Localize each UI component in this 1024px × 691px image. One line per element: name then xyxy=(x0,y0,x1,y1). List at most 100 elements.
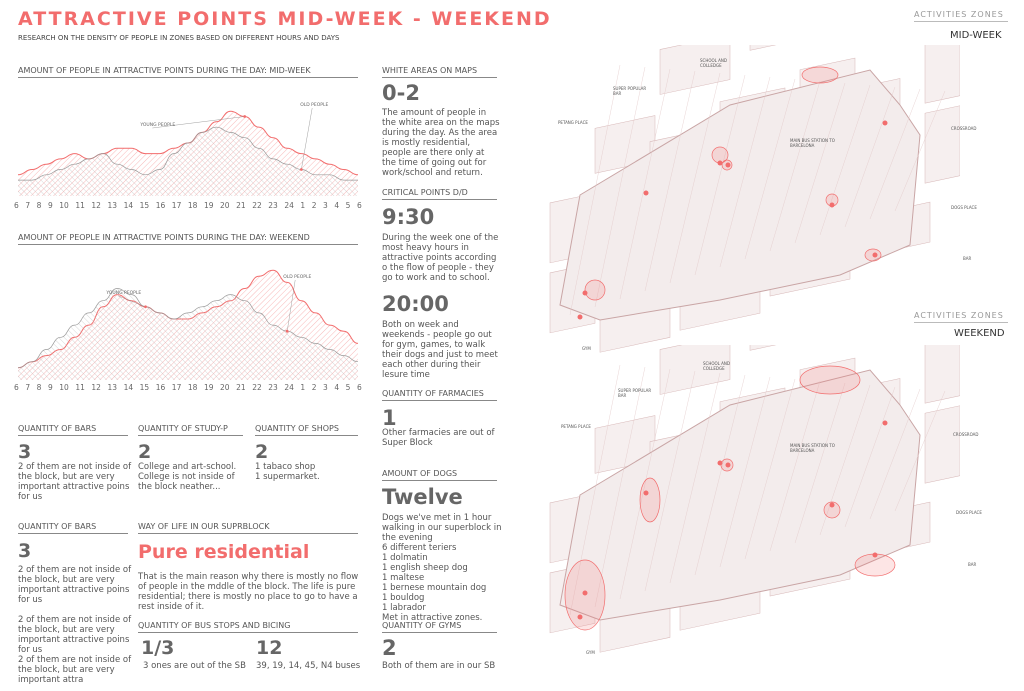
poi-marker xyxy=(582,290,588,296)
white-value: 0-2 xyxy=(382,81,420,105)
x-tick-label: 10 xyxy=(59,383,69,392)
x-tick-label: 5 xyxy=(345,383,351,392)
x-tick-label: 24 xyxy=(284,201,294,210)
poi-marker xyxy=(643,190,649,196)
x-tick-label: 19 xyxy=(203,201,214,210)
critical-heading: CRITICAL POINTS D/D xyxy=(382,188,497,200)
bus-value2: 12 xyxy=(256,637,283,659)
critical-text1: During the week one of the most heavy ho… xyxy=(382,233,499,283)
map-street xyxy=(644,70,696,292)
poi-marker xyxy=(577,614,583,620)
x-tick-label: 11 xyxy=(75,383,85,392)
map-street xyxy=(669,372,721,584)
activity-zone xyxy=(801,66,839,84)
activity-zone xyxy=(799,365,861,395)
map1-label-school: SCHOOL AND COLLEDGE xyxy=(703,361,730,371)
x-tick-label: 2 xyxy=(311,201,317,210)
series-annotation-1: OLD PEOPLE xyxy=(283,274,311,280)
map1-label-dogs: DOGS PLACE xyxy=(956,510,982,515)
chart-midweek-title: AMOUNT OF PEOPLE IN ATTRACTIVE POINTS DU… xyxy=(18,66,358,78)
x-tick-label: 10 xyxy=(59,201,69,210)
x-tick-label: 17 xyxy=(171,201,182,210)
study-value: 2 xyxy=(138,441,152,463)
critical-text2: Both on week and weekends - people go ou… xyxy=(382,320,498,380)
map-street xyxy=(619,68,671,300)
map-street xyxy=(619,368,671,600)
map-street xyxy=(769,380,821,552)
map-street xyxy=(744,78,796,260)
x-tick-label: 20 xyxy=(220,383,230,392)
map-block xyxy=(924,405,960,484)
map0-label-bus: MAIN BUS STATION TO BARCELONA xyxy=(790,138,835,148)
poi-marker xyxy=(872,552,878,558)
map1-label-crossroad: CROSSROAD xyxy=(953,432,979,437)
superblock-outline xyxy=(559,69,921,321)
chart-midweek-x-axis: 6 7 8 9 10 11 12 13 14 15 16 17 18 19 20 21 22 23 24 1 2 3 4 5 6 xyxy=(14,201,362,210)
weekend-label: WEEKEND xyxy=(954,328,1005,339)
series-point-1 xyxy=(285,329,289,333)
x-tick-label: 3 xyxy=(323,201,328,210)
farmacies-value: 1 xyxy=(382,406,397,430)
x-tick-label: 15 xyxy=(139,383,150,392)
poi-marker xyxy=(717,160,723,166)
x-tick-label: 2 xyxy=(311,383,317,392)
poi-marker xyxy=(882,120,888,126)
map0-label-bar: BAR xyxy=(963,256,972,261)
map-street xyxy=(794,82,846,244)
farmacies-heading: QUANTITY OF FARMACIES xyxy=(382,389,497,401)
map-street xyxy=(819,384,871,536)
map-street xyxy=(844,86,896,228)
series-annotation-0: YOUNG PEOPLE xyxy=(139,122,175,128)
poi-marker xyxy=(725,162,731,168)
map-street xyxy=(869,88,921,220)
x-tick-label: 18 xyxy=(187,201,198,210)
x-tick-label: 23 xyxy=(268,201,278,210)
page-subtitle: RESEARCH ON THE DENSITY OF PEOPLE IN ZON… xyxy=(18,34,340,42)
x-tick-label: 7 xyxy=(25,201,31,210)
x-tick-label: 11 xyxy=(75,201,85,210)
series-area-1 xyxy=(18,127,358,196)
map-block xyxy=(924,105,960,184)
chart-weekend-x-axis: 6 7 8 9 10 11 12 13 14 15 16 17 18 19 20 21 22 23 24 1 2 3 4 5 6 xyxy=(14,383,362,392)
map1-label-super: SUPER POPULAR BAR xyxy=(618,388,652,398)
map-block xyxy=(659,45,731,95)
x-tick-label: 4 xyxy=(334,201,340,210)
map-street xyxy=(569,64,621,316)
gyms-heading: QUANTITY OF GYMS xyxy=(382,621,497,633)
farmacies-text: Other farmacies are out of Super Block xyxy=(382,428,495,448)
map0-label-petang: PETANG PLACE xyxy=(558,120,588,125)
chart-weekend: YOUNG PEOPLE OLD PEOPLE xyxy=(18,269,358,380)
poi-marker xyxy=(829,502,835,508)
white-heading: WHITE AREAS ON MAPS xyxy=(382,66,497,78)
map-street xyxy=(894,90,946,212)
map0-label-gym: GYM xyxy=(582,346,591,351)
map-street xyxy=(569,364,621,616)
map0-label-crossroad: CROSSROAD xyxy=(951,126,977,131)
map1-label-bus: MAIN BUS STATION TO BARCELONA xyxy=(790,443,835,453)
life-value: Pure residential xyxy=(138,541,310,563)
gyms-value: 2 xyxy=(382,636,397,660)
bars1-heading: QUANTITY OF BARS xyxy=(18,424,128,436)
map-street xyxy=(719,76,771,268)
map-street xyxy=(769,80,821,252)
series-annotation-0: YOUNG PEOPLE xyxy=(105,290,141,296)
x-tick-label: 14 xyxy=(123,201,134,210)
bus-value1: 1/3 xyxy=(141,637,175,659)
bus-text1: 3 ones are out of the SB xyxy=(143,661,246,671)
map-weekend xyxy=(549,345,960,653)
critical-value2: 20:00 xyxy=(382,292,449,316)
x-tick-label: 23 xyxy=(268,383,278,392)
map-street xyxy=(894,390,946,512)
chart-weekend-title: AMOUNT OF PEOPLE IN ATTRACTIVE POINTS DU… xyxy=(18,233,358,245)
poi-marker xyxy=(872,252,878,258)
bus-text2: 39, 19, 14, 45, N4 buses xyxy=(256,661,361,671)
map0-label-super: SUPER POPULAR BAR xyxy=(613,86,647,96)
map-street xyxy=(594,366,646,608)
bus-heading: QUANTITY OF BUS STOPS AND BICING xyxy=(138,621,358,633)
map-street xyxy=(594,66,646,308)
map1-label-bar: BAR xyxy=(968,562,977,567)
map-block xyxy=(924,345,960,404)
poi-marker xyxy=(882,420,888,426)
map-street xyxy=(869,388,921,520)
map-street xyxy=(844,386,896,528)
